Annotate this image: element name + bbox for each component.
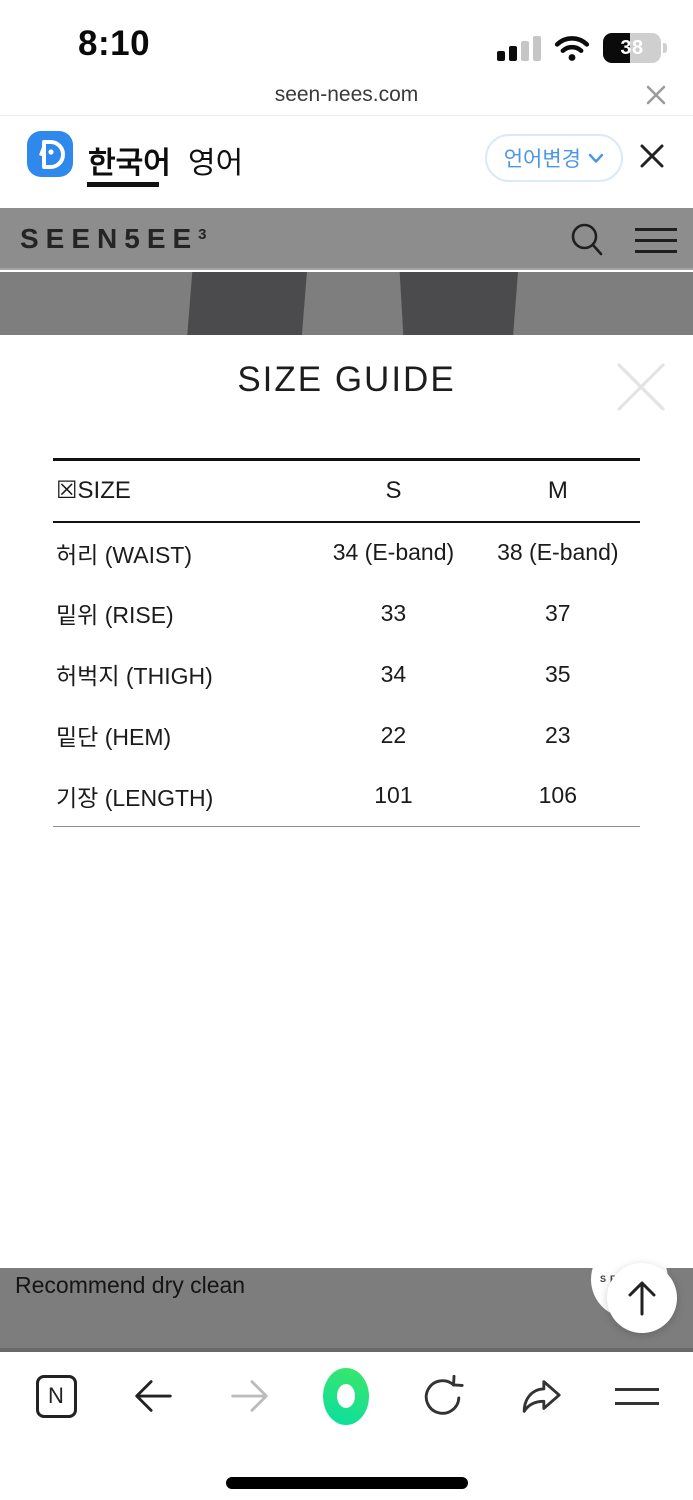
column-header-size: ☒SIZE [53, 459, 312, 523]
logo-superscript: 3 [198, 226, 209, 243]
status-icons: 38 [497, 33, 667, 63]
close-modal-icon[interactable] [616, 362, 666, 412]
pants-right-leg [399, 272, 518, 335]
scroll-to-top-button[interactable] [607, 1263, 677, 1333]
table-row-rise: 밑위 (RISE) 33 37 [53, 583, 640, 644]
cell-m: 37 [545, 599, 571, 626]
product-image-strip [0, 272, 693, 335]
arrow-up-icon [628, 1281, 656, 1316]
table-row-thigh: 허벅지 (THIGH) 34 35 [53, 644, 640, 705]
hamburger-menu-icon[interactable] [635, 228, 677, 253]
refresh-icon [425, 1374, 464, 1415]
close-translate-bar-icon[interactable] [638, 142, 668, 172]
row-label: 밑위 (RISE) [56, 602, 174, 628]
language-tab-korean[interactable]: 한국어 [88, 147, 171, 180]
arrow-right-icon [230, 1380, 268, 1412]
toolbar-menu-button[interactable] [613, 1372, 661, 1420]
battery-percent: 38 [620, 36, 644, 59]
cell-m: 106 [538, 782, 577, 809]
change-language-button[interactable]: 언어변경 [484, 134, 623, 182]
share-icon [522, 1380, 561, 1413]
row-label: 허벅지 (THIGH) [56, 663, 213, 689]
naver-icon: N [35, 1374, 77, 1418]
selected-language-underline [87, 182, 159, 187]
cell-s: 34 [380, 660, 407, 687]
size-guide-modal: SIZE GUIDE ☒SIZE S M 허리 (WAIST) 34 (E-ba… [0, 335, 693, 1268]
chevron-down-icon [588, 153, 604, 163]
search-icon[interactable] [569, 221, 605, 257]
browser-toolbar: N [0, 1352, 693, 1458]
site-header: SEEN5EE3 [0, 208, 693, 270]
close-page-icon[interactable] [643, 82, 669, 108]
size-table: ☒SIZE S M 허리 (WAIST) 34 (E-band) 38 (E-b… [53, 458, 640, 827]
menu-lines-icon [614, 1377, 659, 1416]
care-note: Recommend dry clean [15, 1272, 246, 1298]
cell-m: 23 [545, 721, 571, 748]
status-bar: 8:10 38 [0, 0, 693, 75]
cell-m: 38 (E-band) [497, 539, 619, 565]
page-footer-strip: Recommend dry clean SEEN5EE [0, 1241, 693, 1352]
row-label: 밑단 (HEM) [56, 724, 172, 750]
table-row-waist: 허리 (WAIST) 34 (E-band) 38 (E-band) [53, 522, 640, 583]
translate-bar: 한국어 영어 언어변경 [0, 116, 693, 208]
column-header-s: S [311, 459, 476, 523]
papago-icon[interactable] [27, 131, 73, 177]
greendot-button[interactable] [322, 1367, 370, 1425]
table-row-hem: 밑단 (HEM) 22 23 [53, 705, 640, 766]
forward-button[interactable] [226, 1372, 274, 1420]
row-label: 기장 (LENGTH) [56, 784, 214, 811]
column-header-m: M [475, 459, 640, 523]
back-button[interactable] [129, 1372, 177, 1420]
refresh-button[interactable] [419, 1372, 467, 1420]
clock: 8:10 [78, 24, 151, 63]
url-bar[interactable]: seen-nees.com [0, 75, 693, 116]
home-indicator[interactable] [226, 1477, 468, 1489]
naver-home-button[interactable]: N [32, 1372, 80, 1420]
arrow-left-icon [135, 1380, 172, 1412]
language-tab-english[interactable]: 영어 [188, 147, 244, 180]
cell-s: 34 (E-band) [332, 539, 455, 565]
change-language-label: 언어변경 [503, 148, 581, 171]
naver-greendot-icon [323, 1367, 370, 1425]
share-button[interactable] [516, 1372, 564, 1420]
cell-s: 101 [374, 782, 413, 809]
pants-left-leg [187, 272, 307, 335]
wifi-icon [554, 35, 590, 61]
url-text: seen-nees.com [274, 83, 419, 106]
cellular-signal-icon [497, 35, 541, 61]
table-row-length: 기장 (LENGTH) 101 106 [53, 766, 640, 827]
cell-s: 33 [380, 599, 407, 626]
cell-s: 22 [380, 721, 407, 748]
battery-icon: 38 [603, 33, 667, 63]
site-logo[interactable]: SEEN5EE3 [20, 223, 209, 254]
row-label: 허리 (WAIST) [56, 541, 193, 568]
cell-m: 35 [545, 660, 571, 687]
size-table-header-row: ☒SIZE S M [53, 459, 640, 523]
modal-title: SIZE GUIDE [237, 360, 456, 399]
